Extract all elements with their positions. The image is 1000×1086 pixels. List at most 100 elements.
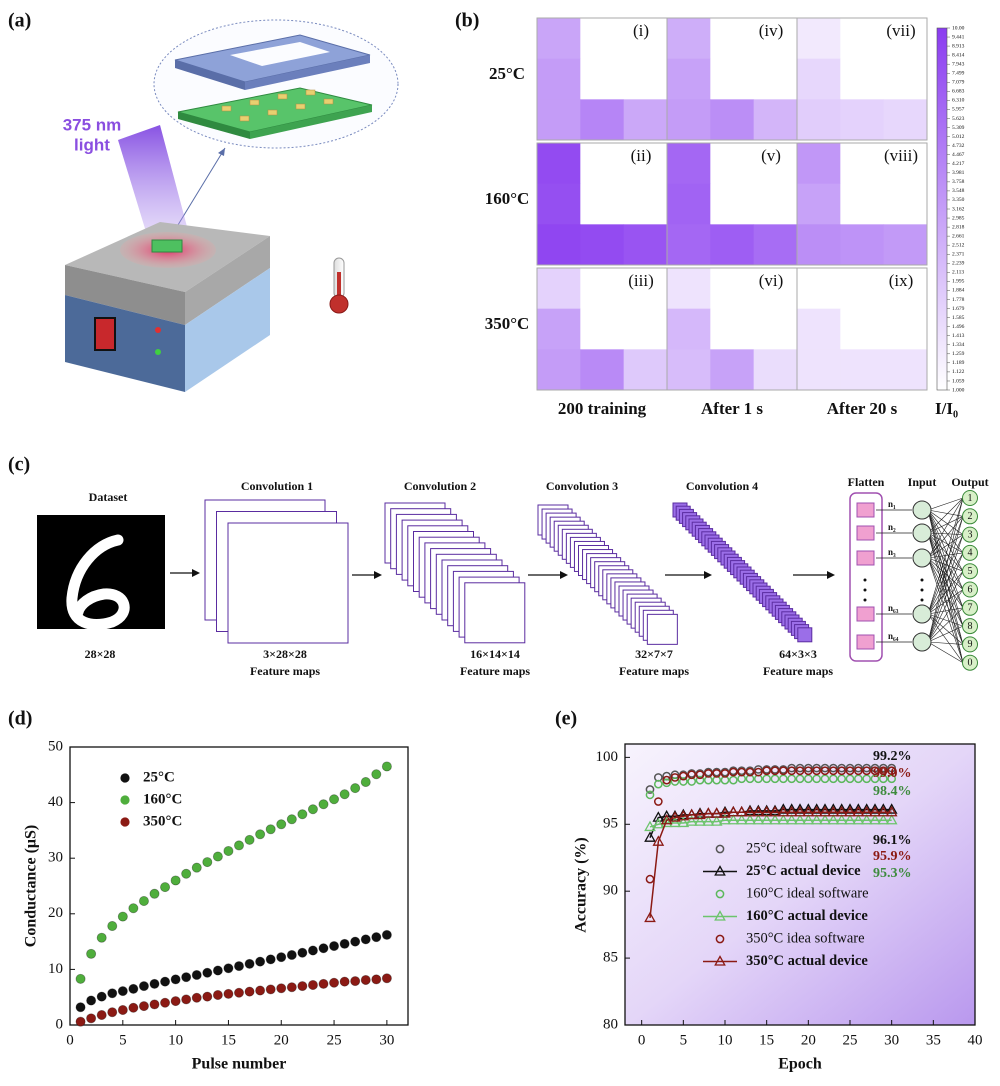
output-label: 8: [968, 621, 973, 632]
data-point: [777, 813, 790, 825]
panel-tag: (viii): [884, 146, 918, 165]
output-neuron: [962, 636, 978, 653]
light-label: light: [74, 135, 110, 154]
heatmap-cell: [623, 99, 668, 141]
data-point: [762, 774, 772, 784]
heatmap-cell: [883, 349, 928, 391]
data-point: [887, 763, 897, 773]
output-label: 4: [968, 548, 973, 559]
data-point: [191, 969, 202, 980]
panel-label: (a): [8, 10, 31, 32]
data-point: [677, 816, 690, 828]
data-point: [802, 805, 815, 817]
data-point: [191, 862, 202, 873]
data-point: [803, 766, 813, 776]
digit-stroke: [66, 534, 130, 630]
panel-border: [796, 17, 928, 141]
heatmap-cell: [840, 349, 885, 391]
heatmap-cell: [840, 308, 885, 350]
light-label: 375 nm: [63, 115, 122, 134]
colorbar-tick-label: 4.732: [952, 143, 965, 149]
data-point: [860, 803, 873, 814]
data-point: [710, 815, 723, 826]
data-point: [652, 817, 665, 829]
heatmap-cell: [840, 18, 885, 60]
data-point: [777, 803, 790, 814]
ellipsis-dot: [920, 578, 924, 582]
colorbar-tick-label: 8.414: [952, 52, 965, 58]
data-point: [810, 803, 823, 814]
data-point: [662, 778, 672, 788]
data-point: [181, 868, 192, 879]
flatten-unit: [856, 525, 875, 541]
data-point: [339, 938, 350, 949]
heatmap-cell: [710, 99, 755, 141]
colorbar: [936, 27, 948, 391]
annotation: 96.1%: [873, 833, 912, 848]
data-point: [837, 763, 847, 773]
heatmap-cell: [580, 349, 625, 391]
data-point: [794, 805, 806, 817]
data-point: [770, 774, 780, 784]
data-point: [878, 774, 888, 784]
colorbar-tick-label: 1.122: [952, 369, 965, 375]
data-point: [652, 835, 665, 846]
connection: [927, 516, 964, 643]
data-point: [653, 779, 663, 789]
colorbar-tick-label: 5.957: [952, 107, 965, 113]
heatmap-cell: [883, 18, 928, 60]
data-point: [703, 769, 713, 778]
legend-marker: [714, 910, 726, 921]
heatmap-cell: [580, 224, 625, 266]
plot-background: [625, 744, 975, 1025]
connection: [927, 509, 964, 608]
data-point: [96, 991, 107, 1002]
data-point: [107, 988, 118, 999]
connection: [927, 557, 964, 645]
colorbar-tick-label: 2.661: [952, 233, 965, 239]
data-point: [181, 972, 192, 983]
data-point: [86, 995, 97, 1006]
heatmap-cell: [753, 268, 798, 310]
data-point: [233, 961, 244, 972]
connection: [927, 641, 964, 645]
heatmap-cell: [753, 224, 798, 266]
data-point: [212, 989, 223, 1000]
data-point: [297, 981, 308, 992]
connection: [927, 552, 964, 615]
data-point: [350, 783, 361, 794]
data-point: [170, 875, 181, 886]
x-tick-label: 20: [274, 1032, 289, 1048]
data-point: [752, 813, 765, 825]
data-point: [670, 773, 680, 782]
data-point: [645, 790, 655, 800]
data-point: [86, 948, 97, 959]
connection: [927, 497, 964, 643]
legend-marker: [120, 795, 130, 805]
flatten-title: Flatten: [848, 475, 885, 489]
colorbar-tick-label: 6.310: [952, 98, 965, 104]
data-point: [350, 976, 361, 987]
data-point: [795, 766, 805, 776]
data-point: [307, 979, 318, 990]
data-point: [810, 813, 823, 825]
data-point: [117, 911, 128, 922]
data-point: [96, 932, 107, 943]
output-neuron: [962, 490, 978, 506]
heatmap-cell: [537, 224, 581, 266]
legend-marker: [714, 865, 726, 876]
legend-label: 350°C actual device: [746, 953, 868, 969]
input-neuron: [912, 632, 932, 652]
data-point: [860, 813, 873, 825]
colorbar-tick-label: 6.683: [952, 89, 965, 95]
data-point: [787, 774, 797, 784]
led-red: [155, 327, 161, 333]
data-point: [853, 766, 863, 776]
heatmap-cell: [840, 58, 885, 100]
arrow-head: [704, 571, 712, 579]
data-point: [753, 765, 763, 774]
data-point: [735, 805, 748, 817]
x-tick-label: 30: [884, 1032, 899, 1048]
data-point: [760, 813, 773, 825]
x-tick-label: 10: [168, 1032, 183, 1048]
